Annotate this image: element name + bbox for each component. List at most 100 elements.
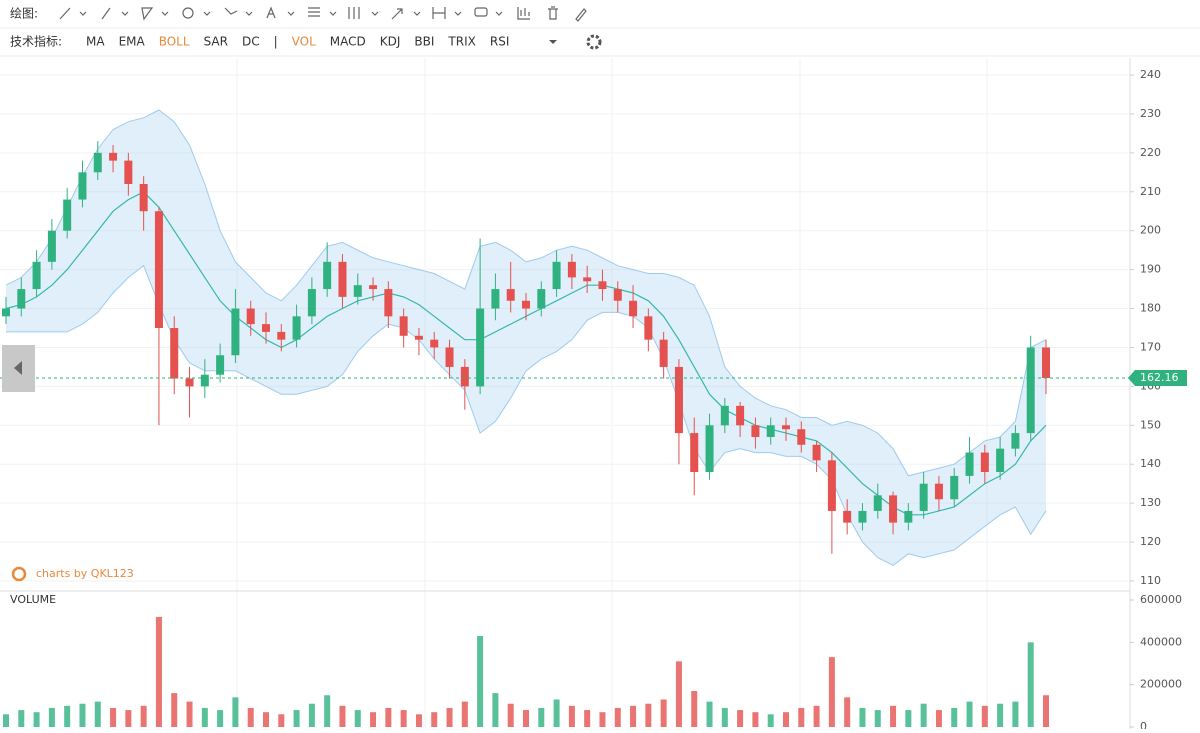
volume-bar	[859, 707, 866, 727]
candle-body	[1026, 347, 1035, 434]
volume-bar	[431, 712, 438, 727]
indicator-button[interactable]: TRIX	[447, 35, 475, 49]
volume-bar	[293, 710, 300, 727]
volume-bar	[308, 703, 315, 727]
indicator-button[interactable]: BBI	[414, 35, 434, 49]
volume-bar	[706, 701, 713, 727]
volume-bar	[64, 705, 71, 727]
candle-body	[552, 261, 561, 290]
indicator-button[interactable]: MACD	[330, 35, 366, 49]
volume-bar	[905, 710, 912, 727]
volume-bar	[507, 703, 514, 727]
draw-tools[interactable]	[59, 6, 587, 22]
indicator-button[interactable]: KDJ	[380, 35, 401, 49]
volume-bar	[415, 714, 422, 727]
candle-body	[109, 152, 118, 161]
candle-body	[843, 510, 852, 523]
candle-body	[858, 510, 867, 523]
volume-bar	[278, 714, 285, 727]
candle-body	[583, 277, 592, 282]
volume-bar	[767, 714, 774, 727]
volume-bar	[79, 703, 86, 727]
volume-bar	[935, 710, 942, 727]
indicator-button[interactable]: RSI	[490, 35, 510, 49]
volume-bar	[263, 712, 269, 727]
candle-body	[292, 316, 301, 340]
y-tick-label: 600000	[1140, 593, 1182, 606]
indicator-button[interactable]: DC	[242, 35, 260, 49]
y-tick-label: 400000	[1140, 635, 1182, 648]
y-tick-label: 200000	[1140, 678, 1182, 691]
band-lower	[6, 264, 1047, 566]
volume-bar	[538, 707, 545, 727]
volume-bar	[920, 703, 927, 727]
candle-body	[782, 425, 790, 430]
candle-body	[522, 300, 530, 309]
candle-body	[659, 339, 668, 367]
y-tick-label: 170	[1140, 340, 1161, 353]
candle-body	[751, 425, 760, 437]
candle-body	[873, 495, 882, 511]
more-caret[interactable]	[549, 40, 557, 44]
candle-body	[644, 316, 653, 340]
candle-body	[200, 374, 209, 387]
volume-bar	[125, 710, 132, 727]
indicator-list: MA EMA BOLL SAR DC | VOL MACD KDJ BBI TRIX RSI	[86, 35, 509, 49]
indicator-button[interactable]: BOLL	[159, 35, 190, 49]
candle-body	[63, 199, 72, 231]
indicator-button[interactable]: VOL	[292, 35, 316, 49]
volume-title: VOLUME	[10, 593, 56, 606]
y-tick-label: 180	[1140, 302, 1161, 315]
volume-bar	[721, 707, 728, 727]
candle-body	[384, 289, 393, 317]
volume-bar	[614, 707, 621, 727]
candle-body	[827, 460, 836, 511]
candle-body	[919, 483, 928, 511]
candle-body	[812, 444, 821, 461]
volume-bar	[370, 712, 377, 727]
candle-body	[2, 308, 10, 317]
y-tick-label: 210	[1140, 185, 1161, 198]
candle-body	[506, 289, 515, 301]
volume-bar	[324, 695, 331, 727]
volume-bar	[201, 707, 208, 727]
volume-bar	[844, 697, 851, 727]
volume-bar	[828, 657, 835, 727]
volume-bar	[645, 703, 652, 727]
indicator-button[interactable]: SAR	[204, 35, 228, 49]
volume-bar	[523, 710, 529, 727]
volume-bar	[186, 701, 193, 727]
y-tick-label: 110	[1140, 574, 1161, 587]
candle-body	[950, 475, 959, 500]
candle-body	[154, 211, 163, 328]
volume-bar	[385, 707, 392, 727]
candle-body	[78, 172, 87, 200]
volume-bar	[599, 712, 606, 727]
volume-bar	[568, 705, 575, 727]
indicator-button[interactable]: MA	[86, 35, 105, 49]
volume-bar	[3, 714, 9, 727]
candle-body	[980, 452, 989, 473]
band-area	[6, 110, 1046, 566]
volume-bar	[354, 710, 361, 727]
draw-label: 绘图:	[10, 6, 38, 21]
candle-body	[567, 261, 576, 278]
candle-body	[934, 483, 943, 500]
volume-bar	[140, 705, 147, 727]
volume-bar	[155, 616, 162, 727]
volume-bar	[813, 705, 820, 727]
settings-icon[interactable]	[586, 34, 602, 50]
candle-body	[720, 405, 729, 426]
indicator-button[interactable]: EMA	[119, 35, 146, 49]
y-tick-label: 200	[1140, 224, 1161, 237]
last-price-label: 162.16	[1140, 371, 1179, 384]
candle-body	[32, 261, 41, 290]
watermark: charts by QKL123	[36, 567, 134, 580]
volume-bar	[691, 691, 698, 727]
candle-body	[537, 289, 546, 309]
candle-body	[445, 347, 454, 367]
y-tick-label: 140	[1140, 457, 1161, 470]
volume-bar	[584, 710, 591, 727]
